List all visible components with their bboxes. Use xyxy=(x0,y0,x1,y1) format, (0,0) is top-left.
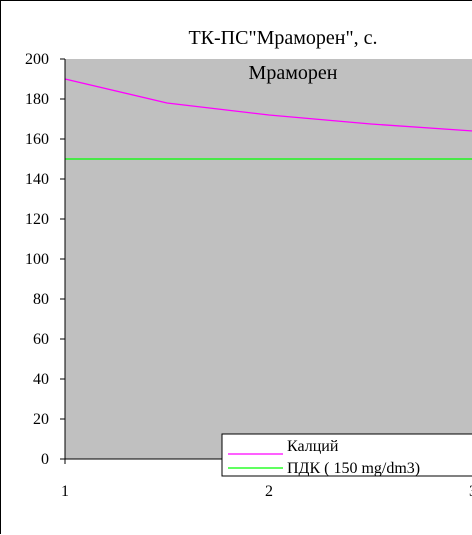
plot-area xyxy=(65,59,472,459)
y-tick-label-80: 80 xyxy=(33,291,49,308)
y-tick-label-0: 0 xyxy=(41,451,49,468)
chart-title-line-1: ТК-ПС"Мраморен", с. xyxy=(188,27,377,49)
y-tick-label-140: 140 xyxy=(25,171,49,188)
legend-label-calcium: Калций xyxy=(287,438,339,455)
legend-label-limit: ПДК ( 150 mg/dm3) xyxy=(287,460,420,477)
y-tick-label-100: 100 xyxy=(25,251,49,268)
x-tick-label-3: 3 xyxy=(469,483,472,500)
y-tick-label-160: 160 xyxy=(25,131,49,148)
legend-box xyxy=(221,433,472,477)
chart-title-line-2: Мраморен xyxy=(249,62,338,84)
series-line-calcium xyxy=(64,78,472,132)
y-axis-ticks: 0 20 40 60 80 100 120 140 160 180 200 xyxy=(25,51,65,468)
y-tick-label-120: 120 xyxy=(25,211,49,228)
y-tick-label-20: 20 xyxy=(33,411,49,428)
series-layer xyxy=(64,78,472,160)
x-tick-label-1: 1 xyxy=(61,483,69,500)
y-tick-label-180: 180 xyxy=(25,91,49,108)
y-tick-label-200: 200 xyxy=(25,51,49,68)
legend: Калций ПДК ( 150 mg/dm3) xyxy=(221,433,472,477)
y-tick-label-40: 40 xyxy=(33,371,49,388)
y-tick-label-60: 60 xyxy=(33,331,49,348)
x-tick-label-2: 2 xyxy=(265,483,273,500)
